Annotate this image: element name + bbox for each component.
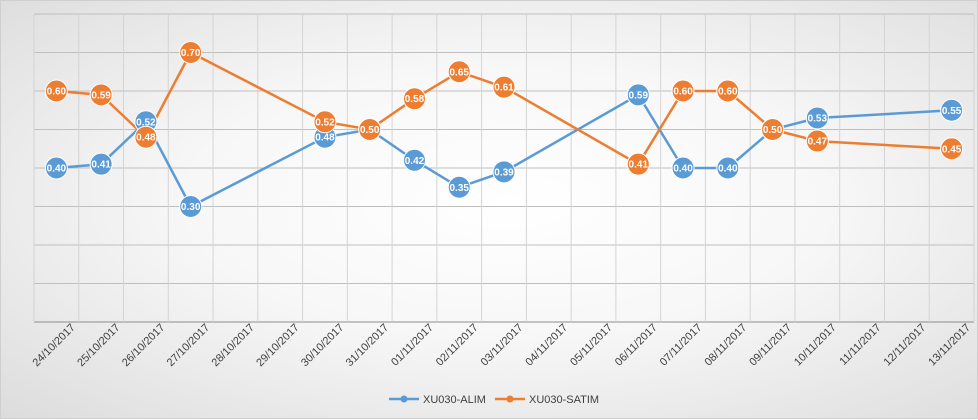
data-point-marker (716, 156, 740, 180)
data-label: 0.47 (808, 137, 828, 148)
data-label: 0.60 (718, 87, 738, 98)
x-tick-label: 07/11/2017 (658, 322, 705, 369)
data-point-marker (626, 83, 650, 107)
data-label: 0.35 (450, 183, 470, 194)
data-point-marker (940, 98, 964, 122)
x-tick-label: 13/11/2017 (926, 322, 973, 369)
x-axis: 24/10/201725/10/201726/10/201727/10/2017… (30, 322, 973, 369)
data-point-marker (626, 152, 650, 176)
data-label: 0.48 (315, 133, 335, 144)
x-tick-label: 03/11/2017 (479, 322, 526, 369)
data-point-marker (313, 110, 337, 134)
data-label: 0.60 (47, 87, 67, 98)
data-point-marker (179, 195, 203, 218)
data-label: 0.58 (405, 94, 425, 105)
data-point-marker (671, 79, 695, 103)
data-label: 0.60 (673, 87, 693, 98)
x-tick-label: 10/11/2017 (792, 322, 839, 369)
data-point-marker (402, 87, 426, 111)
data-markers: 0.40 0.41 0.52 0.30 0.48 0.50 0.42 0.35 0.39 0.59… (44, 41, 964, 218)
x-tick-label: 05/11/2017 (568, 322, 615, 369)
data-point-marker (447, 60, 471, 84)
data-label: 0.41 (629, 160, 649, 171)
data-label: 0.53 (808, 113, 828, 124)
data-label: 0.59 (91, 90, 111, 101)
data-label: 0.40 (718, 164, 738, 175)
data-point-marker (89, 152, 113, 176)
data-label: 0.40 (47, 164, 67, 175)
x-tick-label: 09/11/2017 (747, 322, 794, 369)
x-tick-label: 11/11/2017 (837, 322, 883, 368)
x-tick-label: 28/10/2017 (210, 322, 257, 369)
data-label: 0.41 (91, 160, 111, 171)
data-label: 0.52 (136, 117, 156, 128)
data-label: 0.55 (942, 106, 962, 117)
data-label: 0.40 (673, 164, 693, 175)
data-point-marker (44, 79, 68, 103)
data-label: 0.30 (181, 202, 201, 213)
data-label: 0.65 (450, 67, 470, 78)
data-label: 0.70 (181, 48, 201, 59)
data-point-marker (134, 125, 158, 149)
x-tick-label: 08/11/2017 (702, 322, 749, 369)
data-label: 0.39 (494, 167, 514, 178)
legend-marker (506, 395, 514, 403)
x-tick-label: 26/10/2017 (120, 322, 167, 369)
data-label: 0.45 (942, 144, 962, 155)
x-tick-label: 30/10/2017 (299, 322, 346, 369)
data-point-marker (179, 41, 203, 64)
x-tick-label: 06/11/2017 (613, 322, 660, 369)
data-label: 0.59 (629, 90, 649, 101)
data-point-marker (761, 118, 785, 141)
x-tick-label: 24/10/2017 (30, 322, 77, 369)
data-point-marker (402, 148, 426, 172)
data-point-marker (89, 83, 113, 107)
data-point-marker (940, 137, 964, 161)
x-tick-label: 12/11/2017 (882, 322, 929, 369)
x-tick-label: 01/11/2017 (389, 322, 436, 369)
data-point-marker (805, 129, 829, 153)
data-point-marker (358, 118, 382, 141)
legend-marker (400, 395, 408, 403)
legend-label: XU030-SATIM (529, 394, 599, 406)
data-label: 0.50 (360, 125, 380, 136)
x-tick-label: 02/11/2017 (434, 322, 481, 369)
legend-label: XU030-ALIM (423, 394, 486, 406)
data-point-marker (492, 75, 516, 99)
x-tick-label: 25/10/2017 (75, 322, 122, 369)
data-point-marker (805, 106, 829, 130)
data-point-marker (492, 160, 516, 184)
data-point-marker (44, 156, 68, 180)
legend: XU030-ALIM XU030-SATIM (389, 394, 599, 406)
x-tick-label: 31/10/2017 (344, 322, 391, 369)
data-label: 0.42 (405, 156, 425, 167)
data-label: 0.52 (315, 117, 335, 128)
data-label: 0.48 (136, 133, 156, 144)
x-tick-label: 27/10/2017 (165, 322, 212, 369)
data-point-marker (671, 156, 695, 180)
data-point-marker (447, 175, 471, 199)
x-tick-label: 04/11/2017 (523, 322, 570, 369)
data-label: 0.50 (763, 125, 783, 136)
x-tick-label: 29/10/2017 (254, 322, 301, 369)
data-point-marker (716, 79, 740, 103)
data-label: 0.61 (494, 83, 514, 94)
